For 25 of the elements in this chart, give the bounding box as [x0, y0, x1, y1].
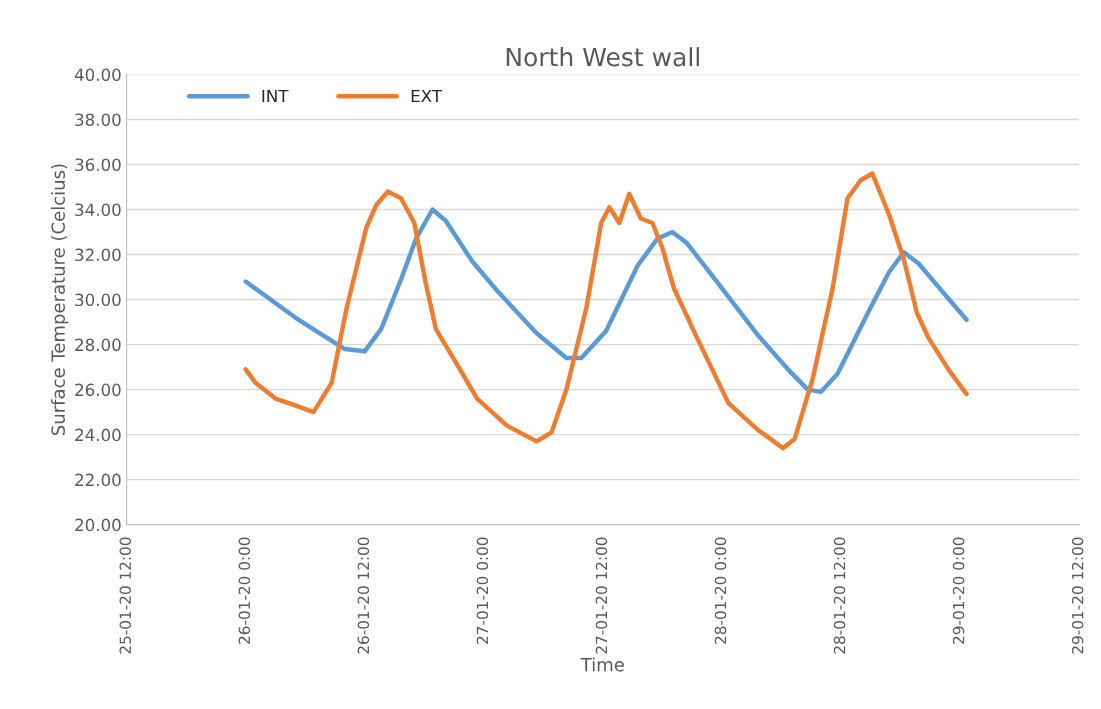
x-tick-label: 29-01-20 12:00: [1071, 537, 1084, 654]
x-tick-label: 27-01-20 0:00: [476, 537, 489, 644]
x-tick-label: 27-01-20 12:00: [595, 537, 608, 654]
y-tick-label: 28.00: [75, 338, 121, 352]
y-tick-label: 40.00: [74, 68, 121, 82]
x-axis-title: Time: [580, 657, 624, 672]
x-tick-label: 25-01-20 12:00: [119, 537, 132, 654]
y-tick-label: 36.00: [75, 158, 121, 172]
x-tick-label: 26-01-20 12:00: [357, 537, 370, 654]
y-tick-label: 38.00: [75, 113, 121, 127]
x-tick-label: 26-01-20 0:00: [238, 537, 251, 644]
legend-label: EXT: [411, 89, 443, 103]
y-tick-label: 34.00: [75, 203, 121, 217]
x-tick-label: 28-01-20 12:00: [833, 537, 846, 654]
y-tick-label: 22.00: [75, 473, 121, 487]
x-tick-label: 28-01-20 0:00: [714, 537, 727, 644]
y-tick-label: 30.00: [75, 293, 121, 307]
y-tick-label: 32.00: [75, 248, 121, 262]
y-tick-label: 20.00: [75, 518, 121, 532]
y-tick-label: 26.00: [75, 383, 121, 397]
legend-label: INT: [262, 89, 289, 103]
x-tick-label: 29-01-20 0:00: [952, 537, 965, 644]
y-axis-title: Surface Temperature (Celcius): [51, 164, 69, 435]
chart-title: North West wall: [506, 47, 699, 67]
y-tick-label: 24.00: [75, 428, 121, 442]
